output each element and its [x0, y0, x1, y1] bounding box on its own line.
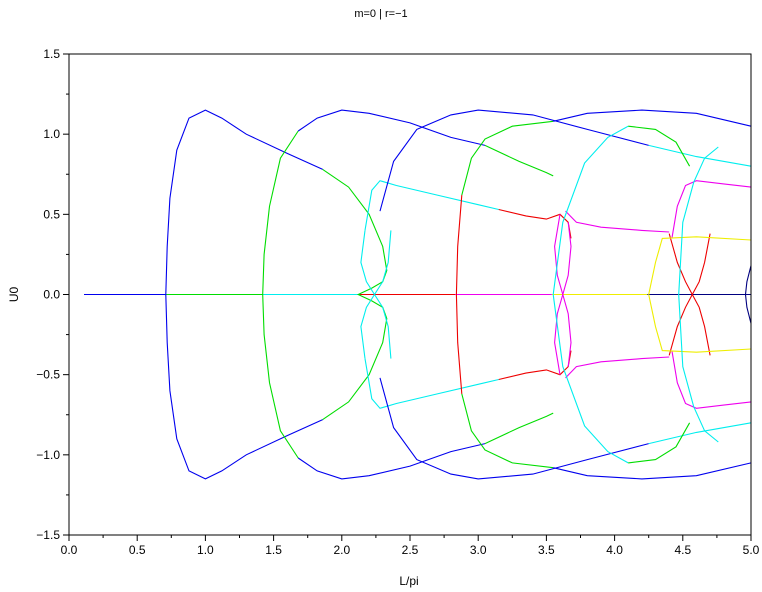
series-line-29 — [554, 214, 572, 367]
series-line-11 — [297, 443, 486, 480]
y-tick-label: 0.5 — [43, 207, 60, 221]
x-tick-label: 0.0 — [61, 543, 78, 557]
series-line-14 — [364, 180, 499, 231]
series-line-42 — [648, 294, 752, 353]
series-line-28 — [553, 462, 752, 480]
x-tick-label: 3.5 — [538, 543, 555, 557]
series-line-24 — [455, 195, 463, 394]
x-tick-label: 3.0 — [470, 543, 487, 557]
y-axis-title: U0 — [7, 287, 21, 303]
x-tick-label: 0.5 — [129, 543, 146, 557]
x-tick-label: 2.5 — [402, 543, 419, 557]
y-tick-label: −1.5 — [36, 528, 60, 542]
series-line-10 — [297, 109, 486, 146]
series-line-34 — [552, 294, 629, 464]
series-line-22 — [648, 144, 752, 167]
chart-title: m=0 | r=−1 — [354, 8, 407, 20]
series-line-32 — [565, 356, 670, 379]
series-line-15 — [364, 358, 499, 409]
series-line-9 — [262, 130, 299, 459]
series-line-41 — [648, 236, 752, 295]
x-tick-label: 2.0 — [333, 543, 350, 557]
series-line-23 — [648, 422, 752, 445]
x-axis-title: L/pi — [399, 574, 418, 588]
series-line-26 — [461, 393, 554, 469]
series-line-30 — [554, 222, 572, 375]
series-group — [84, 109, 752, 480]
series-line-17 — [360, 230, 392, 359]
x-tick-label: 4.5 — [674, 543, 691, 557]
series-line-31 — [565, 210, 670, 233]
series-line-43 — [744, 265, 752, 324]
series-line-7 — [165, 109, 323, 480]
series-line-8 — [322, 168, 388, 421]
series-line-35 — [628, 125, 691, 167]
x-tick-label: 4.0 — [606, 543, 623, 557]
series-line-33 — [552, 125, 629, 295]
y-tick-label: 1.0 — [43, 127, 60, 141]
series-line-44 — [678, 146, 719, 295]
series-line-38 — [671, 350, 752, 409]
series-line-20 — [379, 109, 649, 212]
x-tick-label: 5.0 — [743, 543, 760, 557]
series-line-12 — [484, 144, 554, 177]
series-line-27 — [553, 109, 752, 127]
y-tick-label: 1.5 — [43, 47, 60, 61]
y-tick-label: 0.0 — [43, 288, 60, 302]
series-line-19 — [498, 350, 572, 381]
axes-group: 0.0 0.5 1.0 1.5 2.0 2.5 3.0 3.5 4.0 4.5 5.0 −1.5 −1.… — [36, 47, 759, 557]
series-line-36 — [628, 422, 691, 464]
x-tick-label: 1.0 — [197, 543, 214, 557]
series-line-18 — [498, 208, 572, 239]
series-line-37 — [671, 180, 752, 239]
y-tick-label: −0.5 — [36, 368, 60, 382]
x-tick-label: 1.5 — [265, 543, 282, 557]
series-line-40 — [668, 233, 711, 356]
series-line-25 — [461, 120, 554, 196]
y-tick-label: −1.0 — [36, 448, 60, 462]
series-line-45 — [678, 294, 719, 443]
series-line-13 — [484, 412, 554, 445]
series-line-21 — [379, 377, 649, 480]
